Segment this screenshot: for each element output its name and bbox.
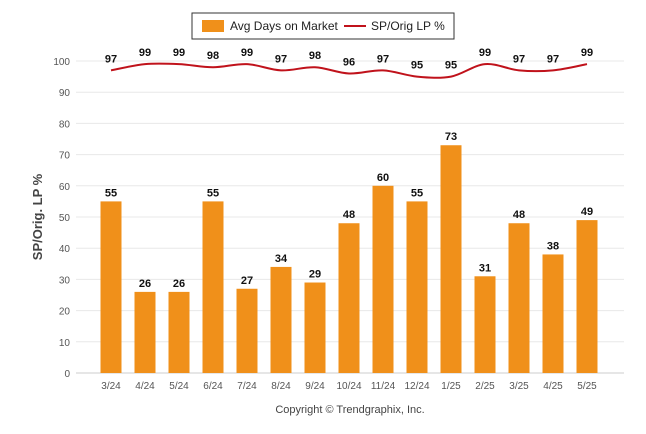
bar xyxy=(474,276,496,373)
y-tick-label: 40 xyxy=(59,244,71,255)
bar-data-label: 55 xyxy=(207,187,219,199)
bar xyxy=(542,254,564,373)
bar-data-label: 26 xyxy=(139,278,151,290)
line-data-label: 99 xyxy=(479,47,491,59)
line-data-labels: 97 99 99 98 99 97 98 96 97 95 95 99 97 97 99 xyxy=(105,47,593,71)
line-data-label: 99 xyxy=(241,47,253,59)
bar xyxy=(270,266,292,373)
bar-data-label: 60 xyxy=(377,172,389,184)
bar-data-label: 73 xyxy=(445,131,457,143)
legend-label-line: SP/Orig LP % xyxy=(371,19,445,33)
x-tick-label: 3/25 xyxy=(509,381,529,392)
legend: Avg Days on Market SP/Orig LP % xyxy=(191,12,455,40)
bar-data-label: 48 xyxy=(513,209,525,221)
x-tick-label: 6/24 xyxy=(203,381,223,392)
bar-data-label: 34 xyxy=(275,253,288,265)
x-tick-label: 5/24 xyxy=(169,381,189,392)
x-tick-label: 1/25 xyxy=(441,381,461,392)
bar-data-label: 27 xyxy=(241,275,253,287)
x-tick-label: 12/24 xyxy=(404,381,429,392)
bar-data-label: 55 xyxy=(105,187,117,199)
x-tick-label: 4/24 xyxy=(135,381,155,392)
x-tick-label: 3/24 xyxy=(101,381,121,392)
bar xyxy=(508,223,530,373)
x-tick-label: 9/24 xyxy=(305,381,325,392)
y-tick-label: 80 xyxy=(59,119,71,130)
bar xyxy=(440,145,462,373)
line-data-label: 98 xyxy=(309,50,321,62)
line-data-label: 97 xyxy=(377,53,389,65)
bar-data-labels: 55 26 26 55 27 34 29 48 60 55 73 31 48 38 49 xyxy=(105,131,593,290)
x-tick-label: 5/25 xyxy=(577,381,597,392)
bar-data-label: 29 xyxy=(309,269,321,281)
copyright: Copyright © Trendgraphix, Inc. xyxy=(275,404,424,416)
bar-data-label: 26 xyxy=(173,278,185,290)
y-tick-label: 20 xyxy=(59,307,71,318)
x-tick-label: 8/24 xyxy=(271,381,291,392)
legend-swatch-bar xyxy=(202,20,224,32)
y-tick-label: 0 xyxy=(64,369,70,380)
y-tick-label: 10 xyxy=(59,338,71,349)
bar xyxy=(134,291,156,373)
bar xyxy=(236,288,258,373)
y-tick-label: 90 xyxy=(59,88,71,99)
x-tick-label: 10/24 xyxy=(336,381,361,392)
y-tick-label: 70 xyxy=(59,151,71,162)
x-tick-label: 4/25 xyxy=(543,381,563,392)
bar xyxy=(304,282,326,373)
bar xyxy=(100,201,122,373)
line-series xyxy=(110,62,588,79)
y-tick-label: 100 xyxy=(53,57,70,68)
line-data-label: 99 xyxy=(581,47,593,59)
bar xyxy=(406,201,428,373)
x-tick-label: 11/24 xyxy=(371,381,396,392)
line-data-label: 97 xyxy=(105,53,117,65)
bar-data-label: 55 xyxy=(411,187,423,199)
bar xyxy=(168,291,190,373)
x-axis-ticks: 3/24 4/24 5/24 6/24 7/24 8/24 9/24 10/24 11/24 12… xyxy=(101,381,597,392)
bar xyxy=(202,201,224,373)
line-data-label: 99 xyxy=(173,47,185,59)
bar-data-label: 48 xyxy=(343,209,355,221)
line-data-label: 95 xyxy=(445,60,457,72)
bar-data-label: 38 xyxy=(547,240,559,252)
line-data-label: 96 xyxy=(343,56,355,68)
line-data-label: 99 xyxy=(139,47,151,59)
line-data-label: 97 xyxy=(547,53,559,65)
bar xyxy=(338,223,360,373)
x-tick-label: 7/24 xyxy=(237,381,257,392)
line-data-label: 97 xyxy=(275,53,287,65)
bar-series xyxy=(100,145,598,373)
y-tick-label: 30 xyxy=(59,275,71,286)
line-data-label: 97 xyxy=(513,53,525,65)
y-tick-label: 60 xyxy=(59,182,71,193)
bar-data-label: 49 xyxy=(581,206,593,218)
y-axis-ticks: 0 10 20 30 40 50 60 70 80 90 100 xyxy=(53,57,70,380)
bar xyxy=(372,185,394,373)
line-data-label: 98 xyxy=(207,50,219,62)
legend-label-bar: Avg Days on Market xyxy=(230,19,338,33)
y-tick-label: 50 xyxy=(59,213,71,224)
bar-data-label: 31 xyxy=(479,262,491,274)
bar xyxy=(576,220,598,373)
line-data-label: 95 xyxy=(411,60,423,72)
x-tick-label: 2/25 xyxy=(475,381,495,392)
y-axis-label: SP/Orig. LP % xyxy=(30,173,45,260)
